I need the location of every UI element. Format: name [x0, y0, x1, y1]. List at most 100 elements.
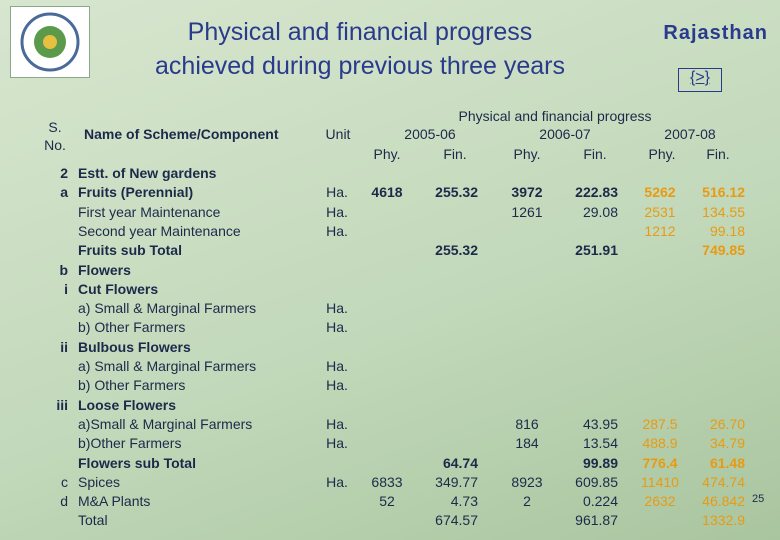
row-sno: a: [60, 184, 68, 201]
title: Physical and financial progress: [187, 18, 533, 46]
row-name: a) Small & Marginal Farmers: [78, 300, 257, 317]
cell: 776.4: [642, 454, 678, 471]
header-name: Name of Scheme/Component: [84, 126, 279, 142]
row-name: Spices: [78, 473, 121, 490]
cell: Ha.: [326, 377, 348, 394]
header-sno: S. No.: [44, 119, 66, 153]
row-sno: i: [64, 280, 68, 297]
cell: 816: [515, 415, 539, 432]
row-name: a) Small & Marginal Farmers: [78, 358, 257, 374]
cell: 52: [379, 493, 395, 510]
cell: 64.74: [442, 454, 478, 471]
cell: 516.12: [702, 184, 745, 201]
cell: 1332.9: [702, 512, 745, 529]
cell: 0.224: [582, 493, 618, 510]
row-name: a)Small & Marginal Farmers: [78, 415, 253, 432]
row-sno: 2: [60, 165, 68, 181]
row-sno: ii: [60, 338, 68, 355]
header-sub: Phy.: [513, 146, 541, 162]
row-name: Estt. of New gardens: [78, 165, 217, 181]
cell: 184: [515, 435, 539, 452]
cell: 11410: [641, 473, 679, 490]
row-name: M&A Plants: [78, 493, 151, 510]
cell: 26.70: [709, 415, 745, 432]
cell: 674.57: [435, 512, 478, 529]
cell: 61.48: [709, 454, 745, 471]
header-year: 2006-07: [539, 126, 591, 142]
header-sub: Fin.: [443, 146, 467, 162]
cell: Ha.: [326, 319, 348, 336]
cell: 474.74: [702, 473, 745, 490]
cell: 222.83: [575, 184, 618, 201]
cell: 749.85: [702, 242, 745, 259]
cell: 255.32: [435, 184, 478, 201]
cell: Ha.: [326, 435, 348, 452]
row-name: Flowers: [78, 261, 131, 278]
row-sno: iii: [56, 396, 68, 413]
cell: 6833: [371, 473, 403, 490]
cell: 2531: [644, 203, 676, 220]
cell: 1212: [644, 222, 676, 239]
row-sno: d: [60, 493, 68, 510]
cell: 29.08: [582, 203, 618, 220]
header-unit: Unit: [325, 126, 351, 142]
cell: Ha.: [326, 203, 348, 220]
header-sub: Phy.: [373, 146, 401, 162]
cell: 8923: [511, 473, 543, 490]
page-number: 25: [752, 493, 765, 505]
cell: 99.18: [709, 222, 745, 239]
cell: Ha.: [326, 473, 348, 490]
row-name: First year Maintenance: [78, 203, 221, 220]
logo: [10, 6, 90, 78]
state: Rajasthan: [663, 22, 768, 44]
row-name: b) Other Farmers: [78, 319, 186, 336]
cell: 2: [523, 493, 531, 510]
row-name: Flowers sub Total: [78, 454, 196, 471]
row-name: b) Other Farmers: [78, 377, 186, 394]
cell: Ha.: [326, 300, 348, 317]
header-sub: Fin.: [583, 146, 607, 162]
header-sub: Phy.: [648, 146, 676, 162]
cell: 5262: [644, 184, 676, 201]
cell: 43.95: [582, 415, 618, 432]
header-sub: Fin.: [706, 146, 730, 162]
header-year: 2007-08: [664, 126, 716, 142]
row-name: Total: [78, 512, 108, 529]
cell: Ha.: [326, 222, 348, 239]
cell: 961.87: [575, 512, 618, 529]
cell: 1261: [511, 203, 543, 220]
cell: 287.5: [642, 415, 678, 432]
row-name: Loose Flowers: [78, 396, 177, 413]
cell: 3972: [511, 184, 543, 201]
title: achieved during previous three years: [155, 52, 565, 80]
cell: 34.79: [709, 435, 745, 452]
cell: 4618: [371, 184, 403, 201]
cell: 2632: [644, 493, 676, 510]
header-group: Physical and financial progress: [458, 108, 652, 124]
header-year: 2005-06: [404, 126, 456, 142]
cell: Ha.: [326, 415, 348, 432]
cell: 99.89: [582, 454, 618, 471]
row-name: Fruits (Perennial): [78, 184, 194, 201]
cell: 4.73: [450, 493, 478, 510]
nav-link[interactable]: {>}: [678, 68, 722, 92]
row-sno: c: [61, 473, 68, 490]
cell: Ha.: [326, 358, 348, 374]
row-name: Bulbous Flowers: [78, 338, 191, 355]
cell: 255.32: [435, 242, 478, 259]
row-name: Fruits sub Total: [78, 242, 182, 259]
row-name: Cut Flowers: [78, 280, 159, 297]
cell: 134.55: [702, 203, 745, 220]
cell: 46.842: [702, 493, 745, 510]
cell: 251.91: [575, 242, 618, 259]
row-name: Second year Maintenance: [78, 222, 241, 239]
row-sno: b: [59, 261, 68, 278]
cell: 13.54: [582, 435, 618, 452]
logo-graphic: [20, 12, 80, 72]
cell: Ha.: [326, 184, 348, 201]
cell: 349.77: [435, 473, 478, 490]
row-name: b)Other Farmers: [78, 435, 182, 452]
cell: 488.9: [642, 435, 678, 452]
cell: 609.85: [575, 473, 618, 490]
